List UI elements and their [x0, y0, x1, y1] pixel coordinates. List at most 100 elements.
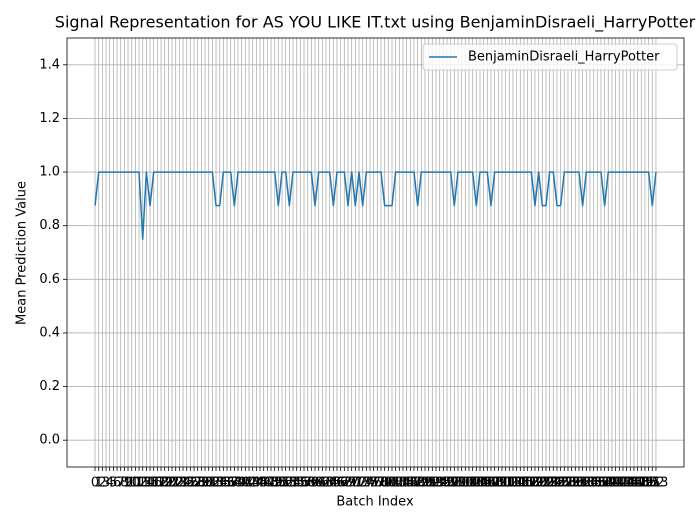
x-tick-label: 73: [354, 476, 371, 491]
x-tick-label: 60: [307, 476, 324, 491]
x-tick-label: 112: [493, 476, 518, 491]
x-tick-label: 95: [435, 476, 452, 491]
x-tick-label: 79: [376, 476, 393, 491]
x-tick-label: 62: [314, 476, 331, 491]
x-tick-label: 114: [501, 476, 526, 491]
x-tick-label: 98: [446, 476, 463, 491]
x-tick-label: 18: [153, 476, 170, 491]
x-tick-label: 1: [95, 476, 103, 491]
x-tick-label: 107: [475, 476, 500, 491]
x-tick-label: 97: [442, 476, 459, 491]
x-tick-label: 83: [391, 476, 408, 491]
x-tick-label: 126: [545, 476, 570, 491]
x-tick-label: 19: [156, 476, 173, 491]
x-tick-label: 123: [534, 476, 559, 491]
x-tick-label: 92: [424, 476, 441, 491]
x-tick-label: 14: [138, 476, 155, 491]
x-tick-label: 124: [537, 476, 562, 491]
x-tick-label: 48: [263, 476, 280, 491]
x-tick-label: 20: [160, 476, 177, 491]
x-tick-label: 27: [186, 476, 203, 491]
x-tick-label: 96: [439, 476, 456, 491]
x-tick-label: 103: [460, 476, 485, 491]
x-tick-label: 10: [123, 476, 140, 491]
x-tick-label: 16: [145, 476, 162, 491]
x-tick-label: 110: [486, 476, 511, 491]
x-tick-label: 108: [479, 476, 504, 491]
x-tick-label: 139: [592, 476, 617, 491]
x-tick-label: 152: [640, 476, 665, 491]
x-tick-label: 80: [380, 476, 397, 491]
x-tick-label: 102: [457, 476, 482, 491]
x-tick-label: 5: [109, 476, 117, 491]
x-tick-label: 40: [233, 476, 250, 491]
x-tick-label: 71: [347, 476, 364, 491]
x-tick-label: 70: [343, 476, 360, 491]
x-tick-label: 76: [365, 476, 382, 491]
x-tick-label: 7: [117, 476, 125, 491]
x-tick-label: 47: [259, 476, 276, 491]
x-tick-label: 45: [252, 476, 269, 491]
x-tick-label: 146: [618, 476, 643, 491]
x-tick-label: 90: [417, 476, 434, 491]
x-tick-label: 130: [559, 476, 584, 491]
x-tick-label: 134: [574, 476, 599, 491]
x-tick-label: 144: [611, 476, 636, 491]
x-tick-label: 53: [281, 476, 298, 491]
x-tick-label: 0: [91, 476, 99, 491]
x-tick-label: 116: [508, 476, 533, 491]
x-tick-label: 17: [149, 476, 166, 491]
x-tick-label: 44: [248, 476, 265, 491]
y-tick-label: 0.2: [39, 379, 60, 394]
x-tick-label: 21: [164, 476, 181, 491]
plot-frame: [66, 37, 685, 468]
x-tick-label: 78: [373, 476, 390, 491]
y-tick-label: 1.4: [39, 57, 60, 72]
x-tick-label: 39: [230, 476, 247, 491]
x-tick-label: 28: [189, 476, 206, 491]
x-tick-label: 30: [197, 476, 214, 491]
x-tick-label: 43: [244, 476, 261, 491]
x-tick-label: 51: [274, 476, 291, 491]
x-tick-label: 125: [541, 476, 566, 491]
x-tick-label: 67: [332, 476, 349, 491]
x-tick-label: 11: [127, 476, 144, 491]
x-tick-label: 63: [318, 476, 335, 491]
x-tick-label: 153: [644, 476, 669, 491]
x-tick-label: 50: [270, 476, 287, 491]
x-tick-label: 100: [449, 476, 474, 491]
x-tick-label: 89: [413, 476, 430, 491]
x-tick-label: 150: [633, 476, 658, 491]
x-tick-label: 37: [222, 476, 239, 491]
x-tick-label: 143: [607, 476, 632, 491]
x-tick-label: 129: [556, 476, 581, 491]
x-axis-label: Batch Index: [336, 495, 414, 510]
x-tick-label: 141: [600, 476, 625, 491]
x-tick-label: 25: [178, 476, 195, 491]
x-tick-label: 32: [204, 476, 221, 491]
legend-label: BenjaminDisraeli_HarryPotter: [468, 50, 660, 65]
x-tick-label: 13: [134, 476, 151, 491]
chart-title: Signal Representation for AS YOU LIKE IT…: [55, 13, 696, 33]
x-tick-label: 109: [482, 476, 507, 491]
x-tick-label: 142: [603, 476, 628, 491]
x-tick-label: 46: [255, 476, 272, 491]
y-axis-label: Mean Prediction Value: [15, 181, 30, 325]
x-tick-label: 101: [453, 476, 478, 491]
x-tick-label: 66: [329, 476, 346, 491]
x-tick-label: 111: [490, 476, 515, 491]
y-tick-label: 0.8: [39, 218, 60, 233]
x-tick-label: 151: [636, 476, 661, 491]
x-tick-label: 64: [321, 476, 338, 491]
x-tick-label: 23: [171, 476, 188, 491]
x-tick-label: 86: [402, 476, 419, 491]
x-tick-label: 74: [358, 476, 375, 491]
x-tick-label: 85: [398, 476, 415, 491]
x-tick-label: 94: [431, 476, 448, 491]
x-tick-label: 91: [420, 476, 437, 491]
x-tick-label: 4: [106, 476, 114, 491]
x-tick-label: 29: [193, 476, 210, 491]
x-tick-label: 104: [464, 476, 489, 491]
x-tick-label: 65: [325, 476, 342, 491]
x-tick-label: 84: [395, 476, 412, 491]
